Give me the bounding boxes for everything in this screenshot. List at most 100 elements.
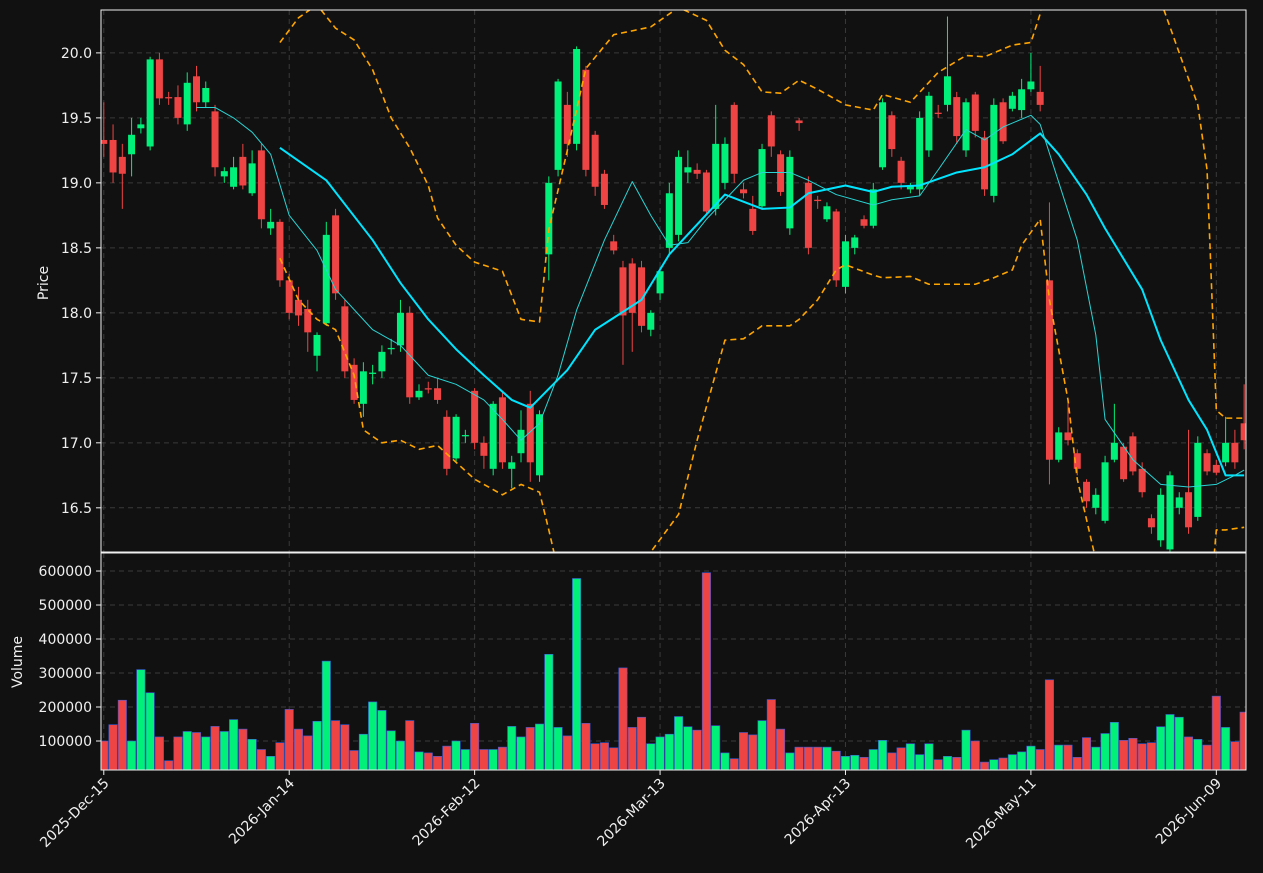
volume-bar <box>1128 737 1138 770</box>
candle-body <box>350 364 358 400</box>
volume-bar <box>609 747 619 770</box>
candle-body <box>146 59 154 147</box>
candle-body <box>165 97 173 99</box>
candle-body <box>1212 464 1220 473</box>
candle-body <box>359 371 367 404</box>
candle-body <box>257 150 265 220</box>
volume-bar <box>748 734 758 770</box>
candle-body <box>702 172 710 212</box>
candle-body <box>804 182 812 248</box>
candle-body <box>443 416 451 469</box>
volume-bar <box>655 736 665 770</box>
candle-body <box>1008 95 1016 109</box>
volume-bar <box>349 750 359 770</box>
volume-bar <box>664 733 674 770</box>
candle-body <box>1101 462 1109 521</box>
candle-body <box>155 59 163 99</box>
volume-bar <box>674 716 684 770</box>
volume-bar <box>711 725 721 770</box>
volume-bar <box>108 724 118 770</box>
candle-body <box>675 156 683 235</box>
candle-body <box>628 263 636 313</box>
volume-bar <box>377 710 387 770</box>
candle-body <box>1083 481 1091 502</box>
y-tick-label: 400000 <box>39 632 92 648</box>
volume-bar <box>229 719 239 770</box>
y-tick-label: 200000 <box>39 700 92 716</box>
volume-bar <box>1239 711 1246 770</box>
candle-body <box>248 163 256 194</box>
y-tick-label: 17.5 <box>61 371 92 387</box>
candle-body <box>906 185 914 190</box>
volume-bar <box>423 752 433 770</box>
candle-body <box>693 169 701 174</box>
volume-bar <box>1119 740 1129 770</box>
volume-bar <box>1091 746 1101 770</box>
candle-body <box>749 208 757 231</box>
candle-body <box>934 112 942 114</box>
candle-body <box>1138 468 1146 493</box>
volume-bar <box>266 755 276 770</box>
y-tick-label: 19.0 <box>61 176 92 192</box>
volume-bar <box>1230 741 1240 770</box>
volume-bar <box>340 724 350 770</box>
candle-body <box>1222 442 1230 463</box>
volume-bar <box>284 709 294 770</box>
volume-bar <box>127 740 137 770</box>
candle-body <box>415 390 423 398</box>
volume-bar <box>154 736 164 770</box>
candle-body <box>823 206 831 220</box>
volume-bar <box>386 730 396 770</box>
volume-bar <box>321 660 331 770</box>
candle-body <box>730 104 738 174</box>
candle-body <box>304 308 312 333</box>
volume-bar <box>831 750 841 770</box>
volume-bar <box>1072 757 1082 770</box>
volume-bar <box>293 728 303 770</box>
candle-body <box>378 351 386 372</box>
candle-body <box>841 241 849 287</box>
candle-body <box>832 211 840 281</box>
volume-bar <box>572 578 582 770</box>
candle-body <box>786 156 794 229</box>
candle-body <box>1185 492 1193 528</box>
volume-bar <box>191 732 201 770</box>
candle-body <box>109 139 117 173</box>
volume-bar <box>525 727 535 770</box>
volume-bar <box>701 572 711 770</box>
volume-bar <box>1202 744 1212 770</box>
indicator-line <box>279 218 1245 552</box>
volume-bar <box>1193 739 1203 770</box>
candle-body <box>758 149 766 207</box>
volume-bar <box>442 745 452 770</box>
volume-bar <box>182 731 192 770</box>
volume-bar <box>627 727 637 770</box>
candle-body <box>1045 280 1053 460</box>
volume-bar <box>998 757 1008 770</box>
volume-bar <box>117 699 127 770</box>
candle-body <box>1203 453 1211 472</box>
candle-body <box>118 156 126 174</box>
volume-bar <box>766 699 776 770</box>
volume-bar <box>219 731 229 770</box>
candle-body <box>1092 494 1100 508</box>
candle-body <box>981 137 989 190</box>
volume-bar <box>1082 737 1092 770</box>
volume-bar <box>303 735 313 770</box>
volume-bar <box>535 723 545 770</box>
volume-bar <box>145 692 155 770</box>
volume-bar <box>1017 751 1027 770</box>
candle-body <box>192 76 200 103</box>
candle-body <box>313 334 321 356</box>
volume-bar <box>683 726 693 770</box>
indicator-line <box>279 10 1245 419</box>
volume-bar <box>507 726 517 770</box>
candle-body <box>498 397 506 463</box>
volume-bar <box>1137 743 1147 770</box>
volume-bar <box>794 746 804 770</box>
volume-bar <box>451 740 461 770</box>
volume-bar <box>785 752 795 770</box>
candle-body <box>860 219 868 226</box>
volume-bar <box>488 749 498 770</box>
candle-body <box>897 160 905 183</box>
